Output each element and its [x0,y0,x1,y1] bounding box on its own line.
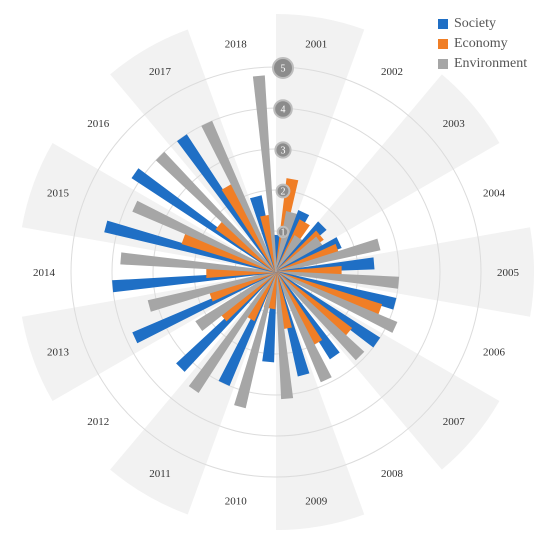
category-label-2004: 2004 [483,188,506,200]
sector-highlight-2003 [276,74,500,272]
category-label-2017: 2017 [149,66,172,78]
r-tick-marker-1 [276,225,290,239]
legend-item-economy: Economy [438,34,527,54]
bar-economy-2008 [275,271,323,346]
bar-economy-2013 [208,271,277,302]
legend: Society Economy Environment [438,14,527,74]
bar-society-2005 [275,257,375,273]
bar-society-2008 [275,271,340,360]
bar-environment-2010 [234,271,277,409]
bar-environment-2018 [252,75,277,273]
sector-highlight-2005 [276,227,534,317]
r-tick-label-2: 2 [281,187,286,198]
r-tick-marker-3 [274,141,292,159]
bar-environment-2011 [188,271,277,393]
bar-environment-2005 [275,271,400,289]
bar-economy-2016 [215,220,277,273]
bar-environment-2004 [275,238,381,273]
bar-environment-2013 [147,271,277,312]
category-label-2001: 2001 [305,39,327,51]
legend-swatch-economy [438,39,448,49]
category-label-2008: 2008 [381,468,404,480]
category-label-2006: 2006 [483,346,506,358]
r-tick-label-4: 4 [281,105,286,116]
category-label-2015: 2015 [47,188,70,200]
r-tick-marker-5 [272,57,294,79]
category-label-2007: 2007 [443,416,466,428]
bar-environment-2012 [195,271,277,331]
bar-economy-2017 [221,183,277,273]
category-label-2005: 2005 [497,267,520,279]
sector-highlight-2009 [276,272,365,530]
legend-label-economy: Economy [454,36,508,51]
bar-society-2014 [112,271,277,293]
legend-item-society: Society [438,14,527,34]
legend-swatch-society [438,19,448,29]
bar-environment-2008 [275,271,332,383]
bar-environment-2017 [201,120,277,273]
category-label-2018: 2018 [225,39,248,51]
bar-economy-2007 [275,271,353,338]
r-tick-label-3: 3 [281,146,286,157]
bar-society-2013 [132,271,277,344]
category-label-2016: 2016 [87,118,110,130]
bar-economy-2004 [275,243,340,273]
r-tick-marker-2 [275,183,291,199]
category-label-2013: 2013 [47,346,70,358]
sector-highlight-2001 [276,14,365,272]
category-label-2002: 2002 [381,66,403,78]
category-label-2012: 2012 [87,416,109,428]
bar-environment-2015 [132,200,277,273]
legend-swatch-environment [438,59,448,69]
bar-society-2015 [104,220,277,273]
r-tick-label-5: 5 [281,64,286,75]
legend-item-environment: Environment [438,54,527,74]
bar-environment-2006 [275,271,398,333]
category-label-2014: 2014 [33,267,56,279]
bar-environment-2014 [120,252,277,273]
bar-society-2017 [177,134,277,273]
bar-environment-2003 [275,236,324,273]
bar-environment-2016 [155,151,277,273]
category-label-2011: 2011 [149,468,171,480]
legend-label-society: Society [454,16,496,31]
bar-environment-2009 [275,271,294,400]
r-tick-marker-4 [273,99,293,119]
category-label-2010: 2010 [225,496,248,508]
category-label-2003: 2003 [443,118,466,130]
r-tick-label-1: 1 [281,228,286,239]
bar-environment-2007 [275,271,365,361]
category-label-2009: 2009 [305,496,328,508]
legend-label-environment: Environment [454,56,528,71]
